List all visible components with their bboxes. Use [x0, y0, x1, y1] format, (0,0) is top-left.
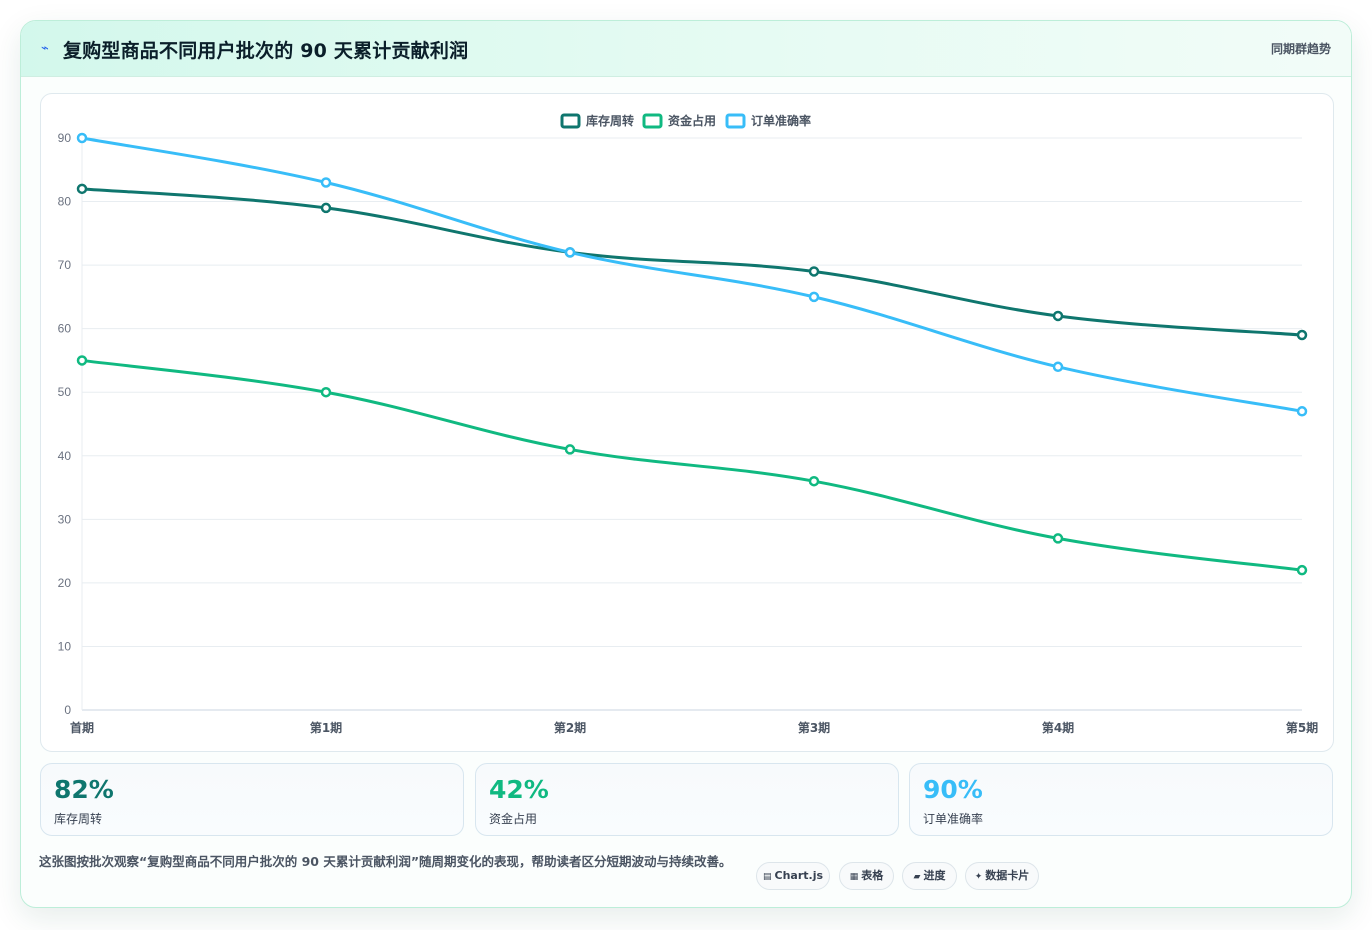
x-tick-label: 首期 — [70, 720, 94, 735]
series-line-1 — [81, 187, 1303, 337]
data-point — [76, 355, 88, 366]
data-point — [320, 202, 332, 214]
data-point — [1052, 533, 1064, 544]
legend-swatch — [725, 113, 746, 129]
legend-label: 订单准确率 — [751, 113, 811, 128]
data-point — [564, 247, 576, 258]
cohort-trend-link[interactable]: 同期群趋势 — [1270, 42, 1331, 56]
kpi-label: 库存周转 — [54, 812, 103, 826]
data-point — [320, 386, 332, 398]
data-point — [1052, 310, 1064, 322]
chip-label: 表格 — [861, 869, 884, 882]
chip-label: Chart.js — [774, 869, 824, 882]
data-point — [320, 177, 332, 188]
legend-label: 资金占用 — [668, 113, 716, 128]
data-point — [1296, 406, 1308, 417]
data-point — [1052, 361, 1064, 373]
x-tick-label: 第2期 — [554, 720, 586, 735]
progress-icon: ▰ — [913, 872, 921, 882]
kpi-label: 订单准确率 — [923, 812, 984, 826]
table-icon: ▦ — [849, 872, 859, 882]
chart-card: ⌁ 复购型商品不同用户批次的 90 天累计贡献利润 同期群趋势 0 10 20 30 4… — [20, 20, 1352, 908]
x-tick-label: 第1期 — [310, 720, 342, 735]
lightning-icon: ⌁ — [41, 41, 49, 56]
card-header: ⌁ 复购型商品不同用户批次的 90 天累计贡献利润 同期群趋势 — [21, 21, 1351, 77]
kpi-value: 42% — [489, 775, 549, 804]
legend-swatch — [642, 113, 663, 129]
kpi-value: 82% — [54, 775, 114, 804]
data-point — [808, 291, 820, 303]
y-tick-label: 0 — [64, 703, 71, 717]
chip-label: 数据卡片 — [985, 869, 1030, 882]
kpi-card-capital-occupancy: 42% 资金占用 — [475, 763, 899, 836]
kpi-card-order-accuracy: 90% 订单准确率 — [909, 763, 1333, 836]
kpi-label: 资金占用 — [489, 812, 538, 826]
x-tick-label: 第4期 — [1042, 720, 1074, 735]
chip-progress[interactable]: ▰ 进度 — [902, 862, 957, 890]
data-point — [808, 475, 820, 487]
y-tick-label: 10 — [58, 639, 72, 653]
y-tick-label: 90 — [58, 131, 72, 145]
data-point — [564, 444, 576, 455]
sparkle-icon: ✦ — [974, 872, 983, 882]
chart-description: 这张图按批次观察“复购型商品不同用户批次的 90 天累计贡献利润”随周期变化的表… — [39, 854, 732, 869]
y-tick-label: 80 — [58, 195, 72, 209]
chart-icon: ▤ — [762, 872, 772, 882]
y-tick-label: 30 — [58, 512, 72, 526]
data-point — [1296, 564, 1308, 576]
y-tick-label: 70 — [58, 258, 72, 272]
y-tick-label: 40 — [58, 449, 72, 463]
data-point — [1296, 329, 1308, 341]
line-chart: 0 10 20 30 40 50 60 70 80 90 首期 第1期 第2期 第3期 第4期 第5期 库存周转… — [58, 113, 1319, 735]
y-tick-label: 20 — [58, 576, 72, 590]
chart-panel: 0 10 20 30 40 50 60 70 80 90 首期 第1期 第2期 第3期 第4期 第5期 库存周转… — [40, 93, 1334, 752]
page-title: 复购型商品不同用户批次的 90 天累计贡献利润 — [63, 40, 469, 62]
data-point — [76, 132, 88, 144]
chip-chartjs[interactable]: ▤ Chart.js — [756, 862, 830, 890]
chip-table[interactable]: ▦ 表格 — [839, 862, 894, 890]
y-tick-label: 50 — [58, 385, 72, 399]
legend-swatch — [560, 113, 581, 129]
x-tick-label: 第3期 — [798, 720, 830, 735]
chip-label: 进度 — [923, 869, 946, 882]
kpi-value: 90% — [923, 775, 983, 804]
kpi-card-inventory-turnover: 82% 库存周转 — [40, 763, 464, 836]
chip-data-cards[interactable]: ✦ 数据卡片 — [965, 862, 1039, 890]
y-tick-label: 60 — [58, 322, 72, 336]
legend-label: 库存周转 — [586, 113, 634, 128]
x-tick-label: 第5期 — [1286, 720, 1318, 735]
data-point — [808, 266, 820, 277]
series-line-2 — [81, 358, 1303, 572]
series-line-3 — [81, 136, 1303, 413]
data-point — [76, 183, 88, 195]
